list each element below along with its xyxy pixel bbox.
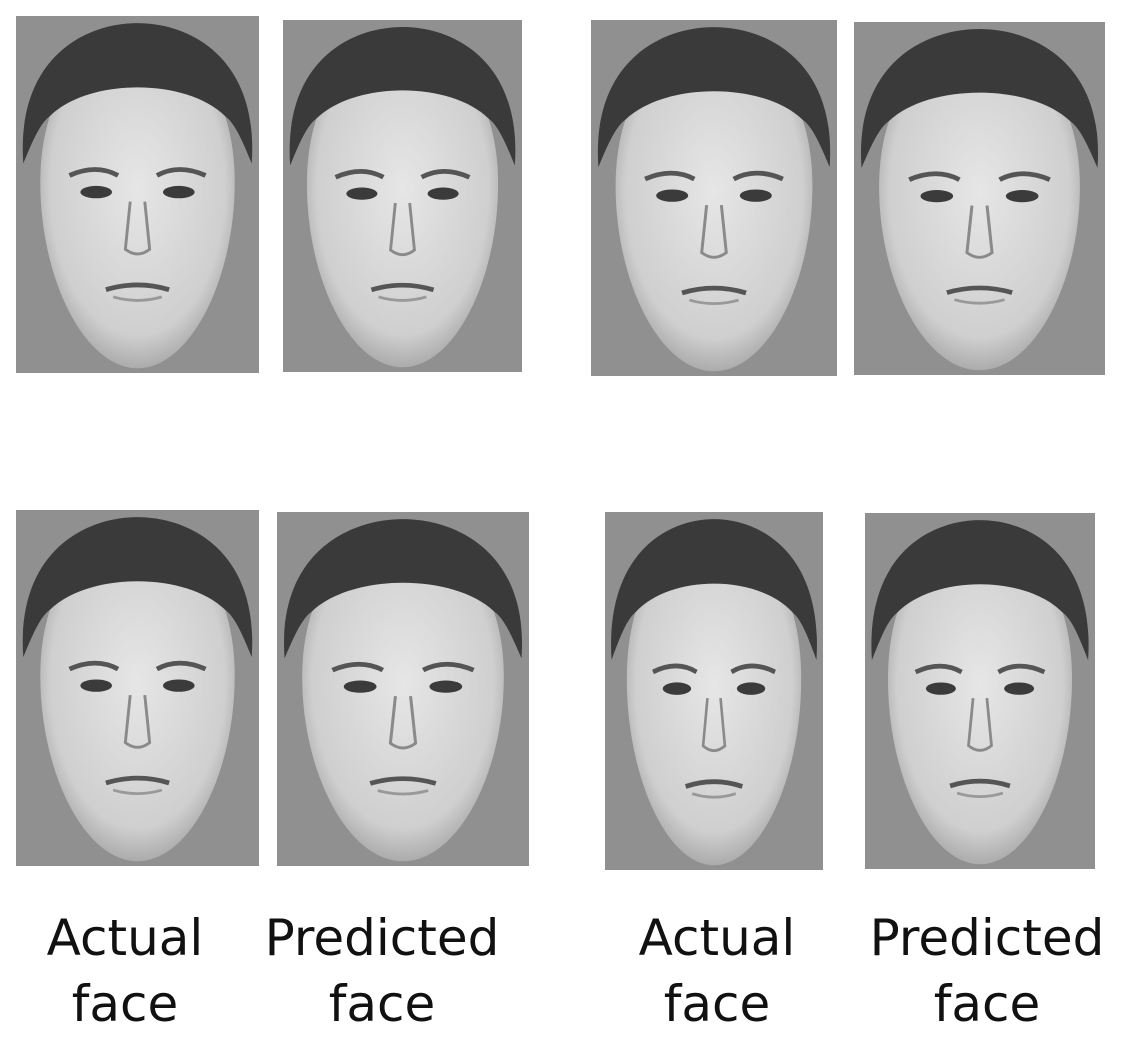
face-image <box>283 20 522 372</box>
face-image <box>16 16 259 373</box>
caption: Predicted face <box>264 909 500 1033</box>
face-image <box>16 510 259 866</box>
face-image <box>591 20 837 376</box>
face-image <box>854 22 1105 375</box>
face-image <box>605 512 823 870</box>
caption: Predicted face <box>869 909 1105 1033</box>
caption: Actual face <box>638 909 796 1033</box>
face-image <box>865 513 1095 869</box>
face-image <box>277 512 529 866</box>
caption: Actual face <box>46 909 204 1033</box>
